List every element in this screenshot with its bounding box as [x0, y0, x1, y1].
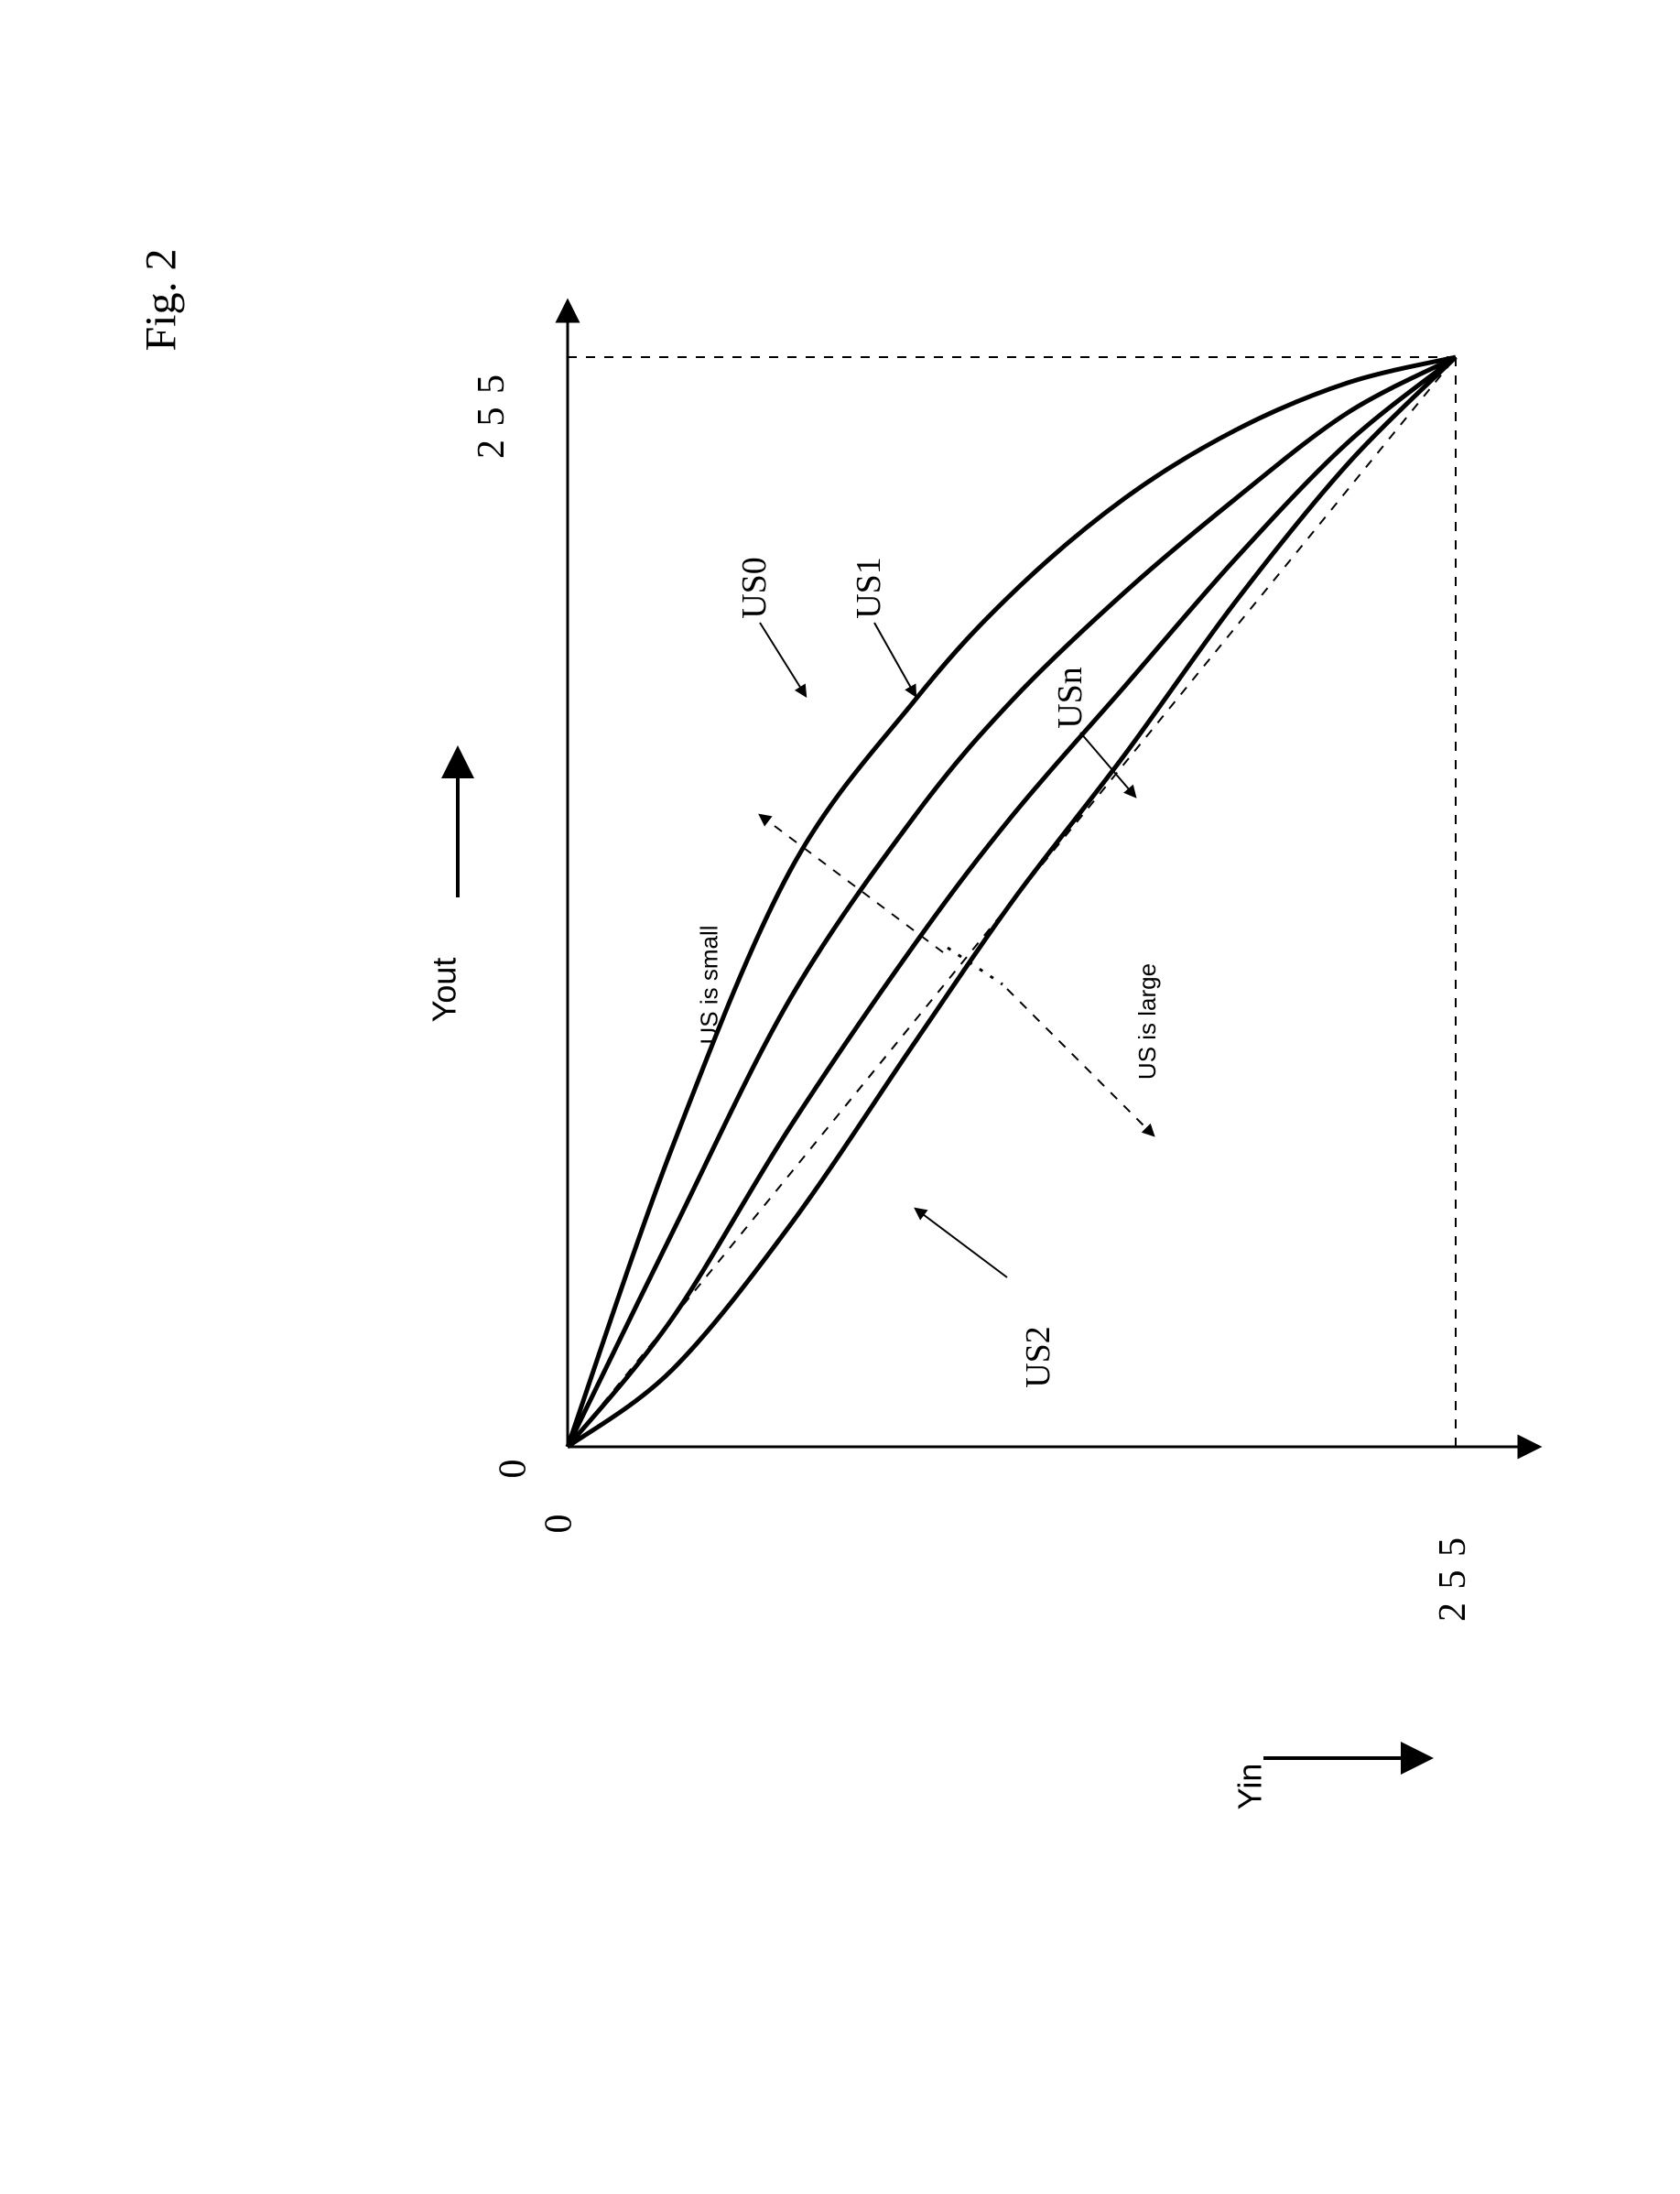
- ptr-us0_ptr: [760, 623, 806, 696]
- ptr-usn_ptr: [1080, 733, 1135, 797]
- ptr-us2_ptr: [916, 1209, 1007, 1277]
- arrow-us-large: [1007, 989, 1154, 1135]
- ptr-us1_ptr: [874, 623, 916, 696]
- arrow-us-small: [760, 815, 943, 952]
- chart-svg: [0, 0, 1680, 2194]
- page: Fig. 2 Yout Yin 2 5 5 0 2 5 5 0 US0 US1 …: [0, 0, 1680, 2194]
